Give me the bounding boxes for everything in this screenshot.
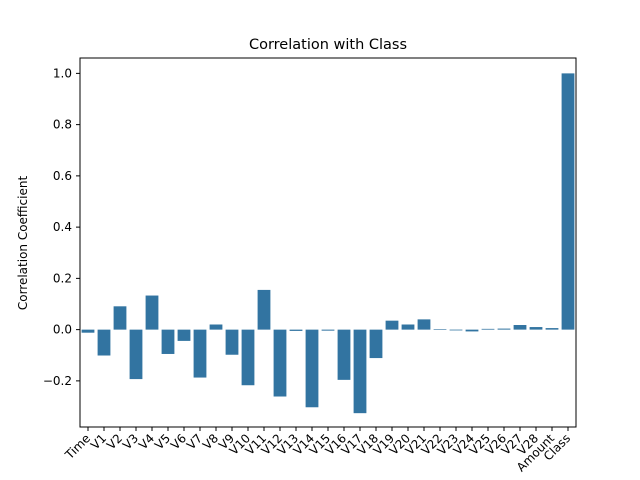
x-tick-label: Time <box>62 431 93 462</box>
plot-frame <box>79 57 577 428</box>
y-axis: −0.2 0.0 0.2 0.4 0.6 0.8 1.0 <box>43 66 80 388</box>
bar-amount <box>545 328 559 330</box>
bar-v1 <box>97 329 111 356</box>
x-axis: TimeV1V2V3V4V5V6V7V8V9V10V11V12V13V14V15… <box>62 427 573 474</box>
y-axis-label: Correlation Coefficient <box>16 176 30 311</box>
y-tick-label: 0.2 <box>53 271 72 285</box>
bar-v3 <box>129 329 143 380</box>
bar-v25 <box>481 328 495 330</box>
bar-v16 <box>337 329 351 380</box>
bar-v23 <box>449 329 463 331</box>
bar-v20 <box>401 324 415 330</box>
y-tick-label: 1.0 <box>53 66 72 80</box>
bar-v11 <box>257 289 271 330</box>
bar-v15 <box>321 329 335 331</box>
chart-title: Correlation with Class <box>249 37 407 53</box>
y-tick-label: 0.8 <box>53 118 72 132</box>
y-tick-label: 0.0 <box>53 323 72 337</box>
bar-v13 <box>289 329 303 331</box>
bar-v4 <box>145 295 159 330</box>
y-tick-label: −0.2 <box>43 374 72 388</box>
bar-v22 <box>433 329 447 330</box>
bar-v5 <box>161 329 175 354</box>
bar-v8 <box>209 324 223 330</box>
bar-v27 <box>513 325 527 330</box>
bar-v28 <box>529 327 543 330</box>
bar-class <box>561 73 575 330</box>
bar-v24 <box>465 329 479 332</box>
bar-v2 <box>113 306 127 330</box>
bar-v14 <box>305 329 319 408</box>
bar-v7 <box>193 329 207 378</box>
bar-v6 <box>177 329 191 341</box>
y-tick-label: 0.6 <box>53 169 72 183</box>
bar-time <box>81 329 95 333</box>
bar-v12 <box>273 329 287 397</box>
bars-group <box>81 73 575 414</box>
y-tick-label: 0.4 <box>53 220 72 234</box>
bar-v21 <box>417 319 431 330</box>
bar-v17 <box>353 329 367 414</box>
bar-v19 <box>385 320 399 330</box>
bar-v18 <box>369 329 383 359</box>
bar-v9 <box>225 329 239 355</box>
bar-v10 <box>241 329 255 386</box>
bar-v26 <box>497 328 511 330</box>
